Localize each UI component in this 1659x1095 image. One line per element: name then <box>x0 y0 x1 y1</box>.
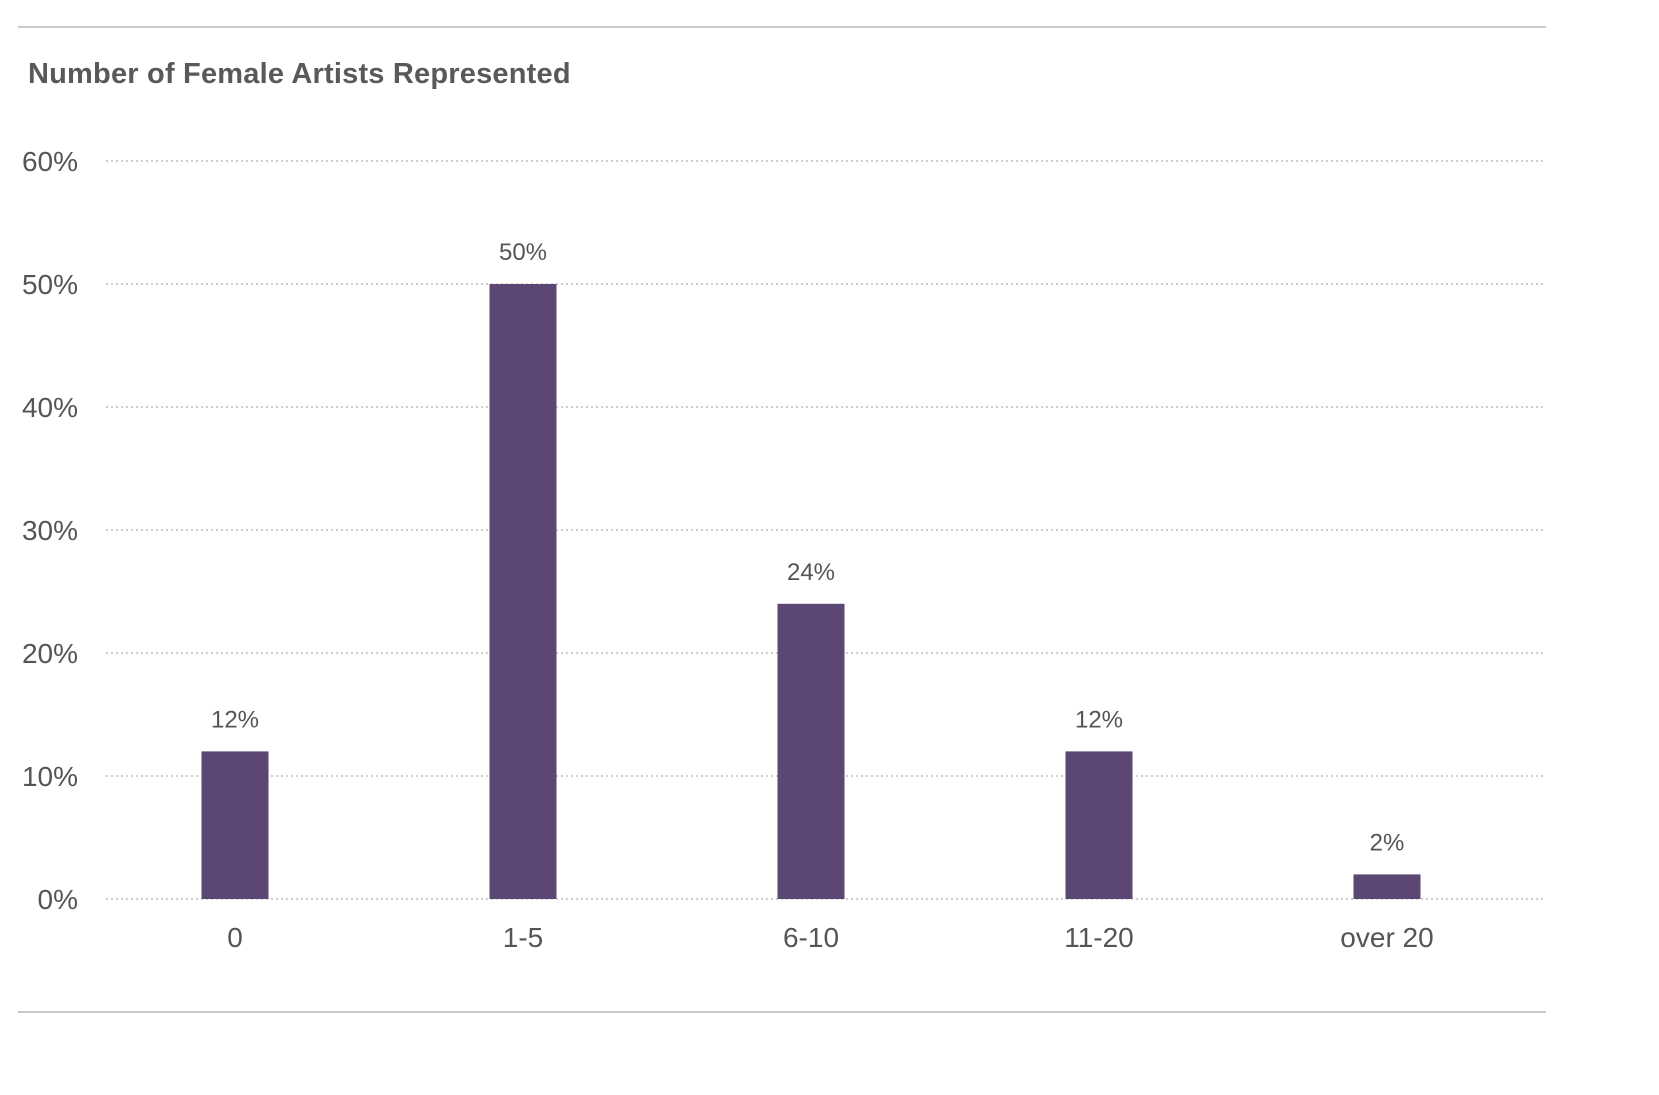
x-category-label: 1-5 <box>503 922 543 953</box>
bar <box>489 284 557 899</box>
y-tick-label: 60% <box>22 146 78 177</box>
x-axis-category-labels: 0 1-5 6-10 11-20 over 20 <box>227 922 1433 953</box>
y-axis-tick-labels: 0% 10% 20% 30% 40% 50% 60% <box>22 146 78 915</box>
y-tick-label: 30% <box>22 515 78 546</box>
gridlines <box>106 160 1546 900</box>
bar-value-label: 12% <box>1075 706 1123 733</box>
top-divider <box>18 26 1546 28</box>
x-category-label: 0 <box>227 922 243 953</box>
x-category-label: 6-10 <box>783 922 839 953</box>
x-category-label: over 20 <box>1340 922 1433 953</box>
y-tick-label: 40% <box>22 392 78 423</box>
y-tick-label: 50% <box>22 269 78 300</box>
chart-title: Number of Female Artists Represented <box>28 58 571 90</box>
bar-value-label: 50% <box>499 239 547 266</box>
bar-value-labels: 12% 50% 24% 12% 2% <box>211 239 1404 856</box>
bar-value-label: 24% <box>787 559 835 586</box>
bar <box>777 603 845 899</box>
y-tick-label: 20% <box>22 638 78 669</box>
bars <box>201 284 1421 899</box>
bottom-divider <box>18 1011 1546 1013</box>
y-tick-label: 0% <box>38 884 78 915</box>
bar-value-label: 12% <box>211 706 259 733</box>
bar-value-label: 2% <box>1370 829 1405 856</box>
y-tick-label: 10% <box>22 761 78 792</box>
bar <box>1353 874 1421 899</box>
x-category-label: 11-20 <box>1064 922 1134 953</box>
bar <box>201 751 269 899</box>
bar <box>1065 751 1133 899</box>
